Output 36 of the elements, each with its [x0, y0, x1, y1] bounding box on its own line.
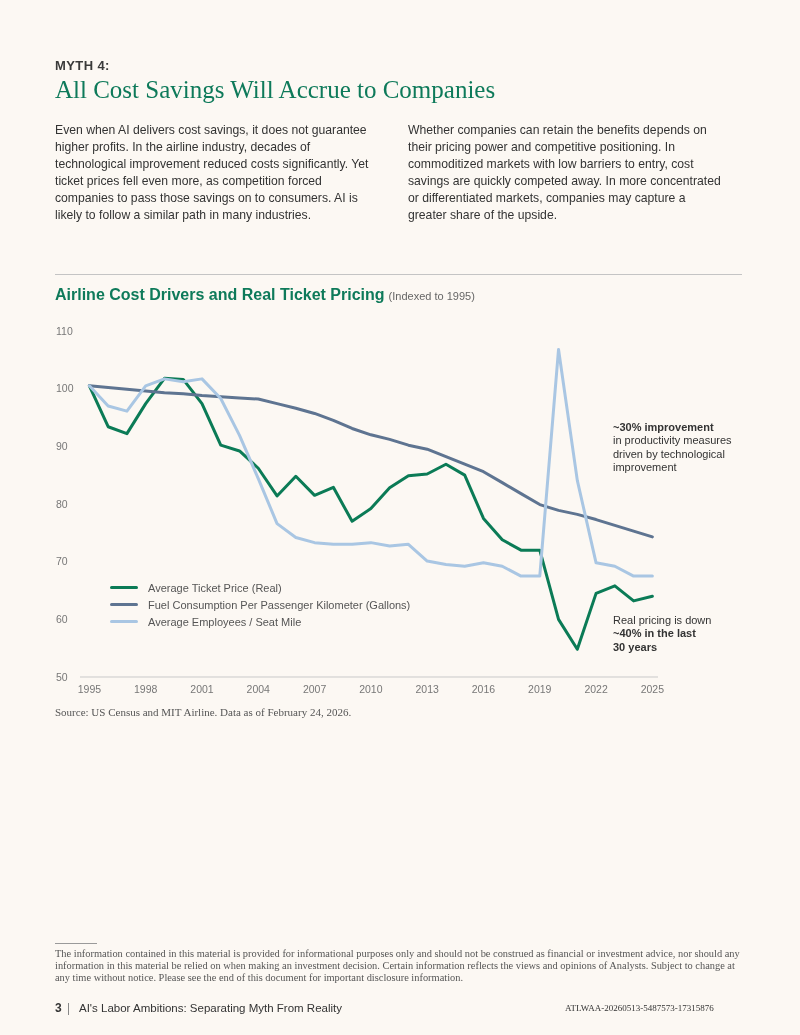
source-note: Source: US Census and MIT Airline. Data as of February 24, 2026.	[55, 706, 352, 718]
annotation: in productivity measures driven by technological improvement	[613, 434, 732, 473]
y-tick-label: 50	[56, 670, 68, 683]
annotation: ~30% improvement	[613, 421, 714, 433]
text: MYTH 4:	[55, 58, 110, 73]
y-tick-label: 60	[56, 613, 68, 626]
legend-label: Fuel Consumption Per Passenger Kilometer (Gallons)	[148, 598, 411, 611]
legend-label: Average Ticket Price (Real)	[148, 581, 282, 594]
x-tick-label: 2019	[528, 683, 552, 696]
x-tick-label: 2007	[302, 683, 327, 696]
annotation: ~40% in the last 30 years	[613, 627, 696, 653]
y-tick-label: 90	[56, 440, 68, 453]
text: Whether companies can retain the benefits depends on their pricing power and competitive positioning. In commoditized markets with low barriers to entry, cost savings are quickly competed away. In more concentrated or differentiated markets, companies may capture a greater share of the upside.	[408, 123, 721, 222]
x-tick-label: 1998	[134, 683, 158, 696]
annotation: Real pricing is down	[613, 614, 712, 626]
text: All Cost Savings Will Accrue to Companies	[55, 76, 496, 103]
y-tick-label: 100	[56, 382, 74, 395]
chart-subtitle: (Indexed to 1995)	[388, 290, 475, 302]
x-tick-label: 2016	[471, 683, 496, 696]
chart-title: Airline Cost Drivers and Real Ticket Pricing	[55, 286, 385, 303]
text: AI's Labor Ambitions: Separating Myth From Reality	[79, 1002, 342, 1014]
x-tick-label: 2022	[584, 683, 608, 696]
legend-label: Average Employees / Seat Mile	[148, 615, 302, 628]
y-tick-label: 80	[56, 497, 68, 510]
text: Even when AI delivers cost savings, it does not guarantee higher profits. In the airline industry, decades of technological improvement reduced costs significantly. Yet ticket prices fell even more, as competition forced companies to pass those savings on to consumers. AI is likely to follow a similar path in many industries.	[55, 123, 369, 222]
text: The information contained in this material is provided for informational purposes only and should not be construed as financial or investment advice, nor should any information in this material be relied on when making an investment decision. Certain information reflects the views and opinions of Analysts. Subject to change at any time without notice. Please see the end of this document for important disclosure information.	[55, 948, 740, 983]
x-tick-label: 2001	[190, 683, 214, 696]
x-tick-label: 2004	[246, 683, 271, 696]
x-tick-label: 2010	[359, 683, 383, 696]
text: 3	[55, 1001, 62, 1015]
x-tick-label: 2025	[640, 683, 665, 696]
y-tick-label: 70	[56, 555, 68, 568]
y-tick-label: 110	[56, 324, 73, 337]
x-tick-label: 2013	[415, 683, 440, 696]
x-tick-label: 1995	[77, 683, 102, 696]
text: ATLWAA-20260513-5487573-17315876	[565, 1003, 714, 1013]
